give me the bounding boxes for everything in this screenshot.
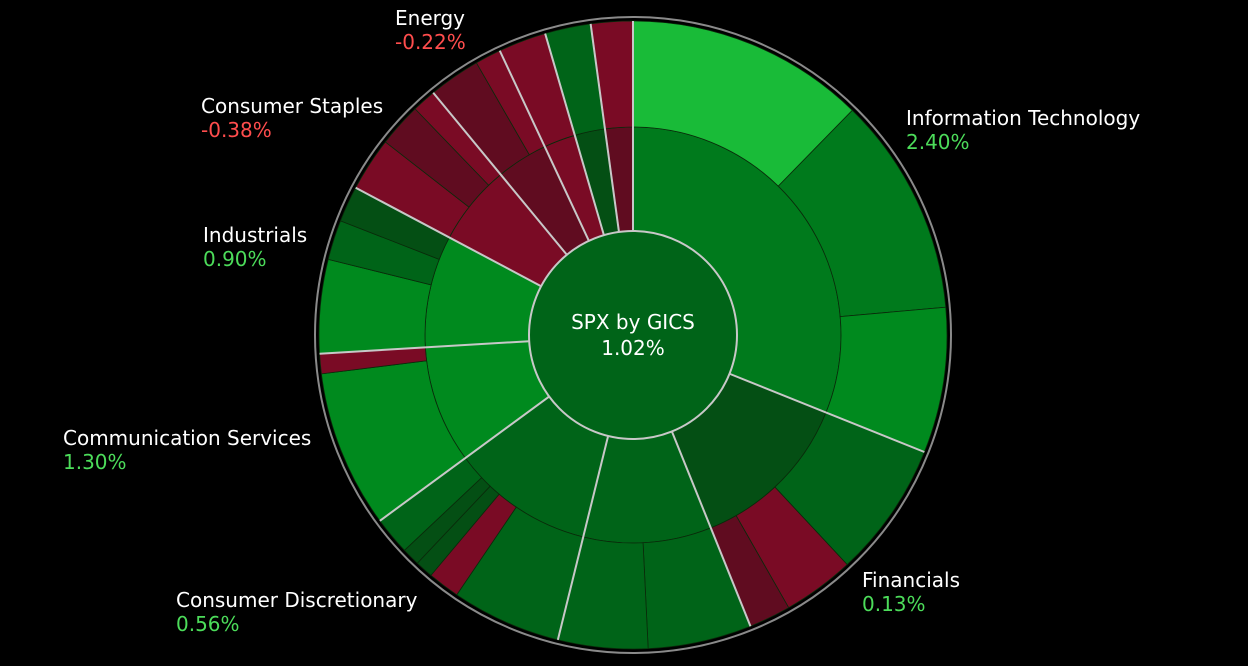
label-communication-services-name: Communication Services — [63, 426, 312, 450]
label-consumer-discretionary-name: Consumer Discretionary — [176, 588, 418, 612]
sector-separator-materials — [589, 23, 620, 233]
sector-separator-financials — [729, 372, 925, 453]
label-consumer-staples-name: Consumer Staples — [201, 94, 384, 118]
sector-separator-consumer-discretionary — [556, 435, 610, 641]
label-financials-value: 0.13% — [862, 592, 926, 616]
sector-separator-real-estate — [544, 33, 605, 236]
sector-separator-health-care — [670, 431, 752, 627]
label-consumer-staples-value: -0.38% — [201, 118, 272, 142]
center-disc[interactable] — [528, 230, 738, 440]
label-industrials[interactable]: Industrials 0.90% — [203, 223, 307, 271]
label-energy[interactable]: Energy -0.22% — [395, 6, 466, 54]
sector-separator-energy — [432, 92, 568, 256]
label-information-technology-value: 2.40% — [906, 130, 970, 154]
sector-separator-industrials — [319, 340, 530, 355]
label-consumer-discretionary-value: 0.56% — [176, 612, 240, 636]
outer-border-ring — [314, 16, 952, 654]
label-energy-value: -0.22% — [395, 30, 466, 54]
sector-separator-consumer-staples — [355, 186, 542, 288]
label-information-technology-name: Information Technology — [906, 106, 1141, 130]
sector-separator-utilities — [498, 50, 590, 242]
label-industrials-value: 0.90% — [203, 247, 267, 271]
center-value: 1.02% — [601, 336, 665, 360]
label-consumer-staples[interactable]: Consumer Staples -0.38% — [201, 94, 383, 142]
sector-separator-communication-services — [379, 395, 550, 522]
label-energy-name: Energy — [395, 6, 466, 30]
label-communication-services-value: 1.30% — [63, 450, 127, 474]
label-financials-name: Financials — [862, 568, 960, 592]
label-industrials-name: Industrials — [203, 223, 308, 247]
label-consumer-discretionary[interactable]: Consumer Discretionary 0.56% — [176, 588, 417, 636]
label-information-technology[interactable]: Information Technology 2.40% — [906, 106, 1140, 154]
center-title: SPX by GICS — [571, 310, 695, 334]
label-financials[interactable]: Financials 0.13% — [862, 568, 960, 616]
label-communication-services[interactable]: Communication Services 1.30% — [63, 426, 311, 474]
